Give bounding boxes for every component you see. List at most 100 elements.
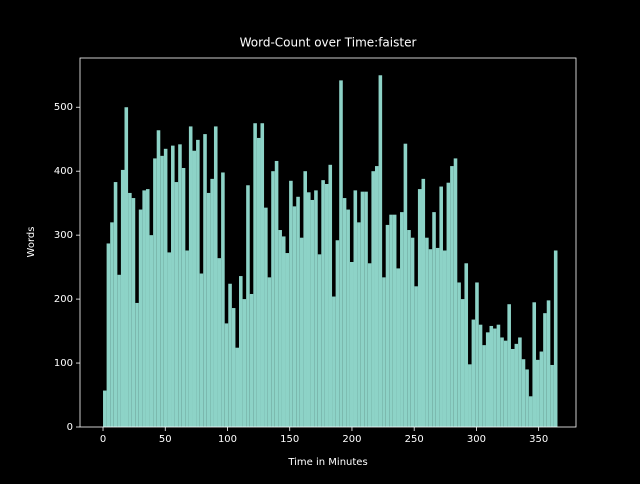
bar [303, 171, 307, 427]
bar [414, 286, 418, 427]
bar [507, 304, 511, 427]
bar [546, 300, 551, 427]
bar [145, 189, 150, 427]
bar [496, 324, 501, 427]
bar [382, 277, 386, 427]
bar [550, 364, 554, 427]
bar [299, 237, 304, 427]
bar [364, 191, 368, 427]
bar [138, 209, 143, 427]
bar [500, 337, 504, 427]
bar [518, 337, 522, 427]
bar [439, 186, 443, 427]
bar [274, 160, 279, 428]
bar [410, 237, 415, 427]
bar [292, 206, 297, 427]
y-tick-label: 500 [54, 102, 73, 113]
bar [278, 230, 282, 427]
chart-title: Word-Count over Time:faister [240, 36, 417, 50]
bar [167, 252, 172, 427]
bar [206, 192, 211, 427]
bar [196, 139, 200, 427]
bar [453, 158, 458, 427]
bar [543, 313, 547, 427]
bar [510, 348, 515, 427]
bar [124, 107, 129, 427]
bar [407, 230, 411, 427]
bar [267, 277, 272, 427]
x-tick-label: 250 [405, 434, 424, 445]
bar [335, 240, 340, 427]
bar [339, 80, 343, 427]
x-tick-label: 350 [529, 434, 548, 445]
bar [289, 180, 293, 427]
bar [360, 191, 365, 427]
bar [392, 214, 397, 427]
bar [296, 196, 300, 427]
bar [178, 144, 182, 428]
bar [446, 182, 451, 427]
bar [367, 263, 372, 427]
bar [246, 185, 250, 427]
x-tick-label: 150 [280, 434, 299, 445]
bar [106, 243, 111, 427]
x-tick-label: 100 [218, 434, 237, 445]
bar [489, 325, 494, 427]
bar [528, 396, 533, 427]
bar [213, 126, 218, 428]
bar [199, 273, 204, 427]
bar [417, 189, 422, 427]
x-tick-label: 200 [342, 434, 361, 445]
bar [450, 166, 454, 427]
bar [346, 209, 350, 427]
bar [460, 299, 465, 427]
y-tick-label: 200 [54, 294, 73, 305]
bar [156, 130, 161, 427]
bar [120, 169, 125, 427]
bar [385, 224, 390, 427]
bar [317, 254, 322, 427]
bar [468, 364, 472, 427]
bar [264, 207, 268, 427]
bar [163, 148, 168, 427]
bar [142, 190, 146, 427]
bar [181, 167, 186, 428]
bar [281, 236, 286, 427]
bar [428, 249, 433, 427]
bar [231, 308, 236, 427]
y-tick-label: 300 [54, 230, 73, 241]
bar [374, 166, 379, 427]
bar [271, 171, 275, 427]
bar [435, 247, 440, 427]
bar [224, 323, 229, 427]
bar [103, 390, 107, 427]
bar [135, 302, 139, 427]
bar [400, 212, 404, 427]
y-tick-label: 0 [67, 422, 73, 433]
bar [421, 178, 426, 427]
bar [260, 123, 265, 427]
bar [128, 192, 132, 427]
bar [539, 351, 544, 427]
bar [332, 296, 336, 427]
bar [532, 302, 537, 427]
bar [475, 282, 479, 427]
bar [396, 268, 401, 427]
bar [239, 276, 243, 427]
bar [113, 182, 118, 427]
bar [321, 180, 325, 427]
bar [425, 237, 429, 427]
bar [536, 359, 540, 427]
x-axis-label: Time in Minutes [287, 457, 367, 468]
bar [432, 212, 436, 427]
bar [314, 190, 318, 427]
bar [371, 171, 375, 427]
bar [328, 164, 333, 428]
bar [478, 324, 483, 427]
bar [242, 299, 247, 427]
bar [221, 172, 225, 427]
bar [357, 222, 361, 427]
bar [228, 283, 232, 427]
